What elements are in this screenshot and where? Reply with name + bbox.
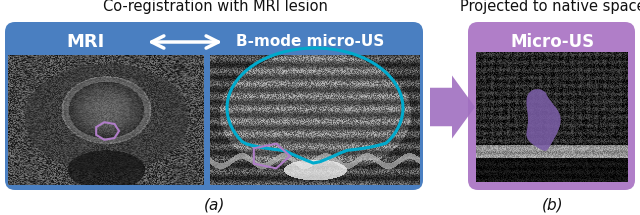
FancyArrowPatch shape bbox=[152, 36, 218, 48]
Text: (b): (b) bbox=[542, 198, 564, 212]
FancyBboxPatch shape bbox=[5, 22, 423, 190]
Text: MRI: MRI bbox=[66, 33, 104, 51]
Polygon shape bbox=[430, 75, 475, 138]
Text: Projected to native space: Projected to native space bbox=[460, 0, 640, 14]
Text: Micro-US: Micro-US bbox=[511, 33, 595, 51]
Text: Co-registration with MRI lesion: Co-registration with MRI lesion bbox=[102, 0, 328, 14]
FancyBboxPatch shape bbox=[468, 22, 635, 190]
Text: (a): (a) bbox=[204, 198, 226, 212]
Text: B-mode micro-US: B-mode micro-US bbox=[236, 34, 384, 49]
Polygon shape bbox=[526, 89, 561, 151]
